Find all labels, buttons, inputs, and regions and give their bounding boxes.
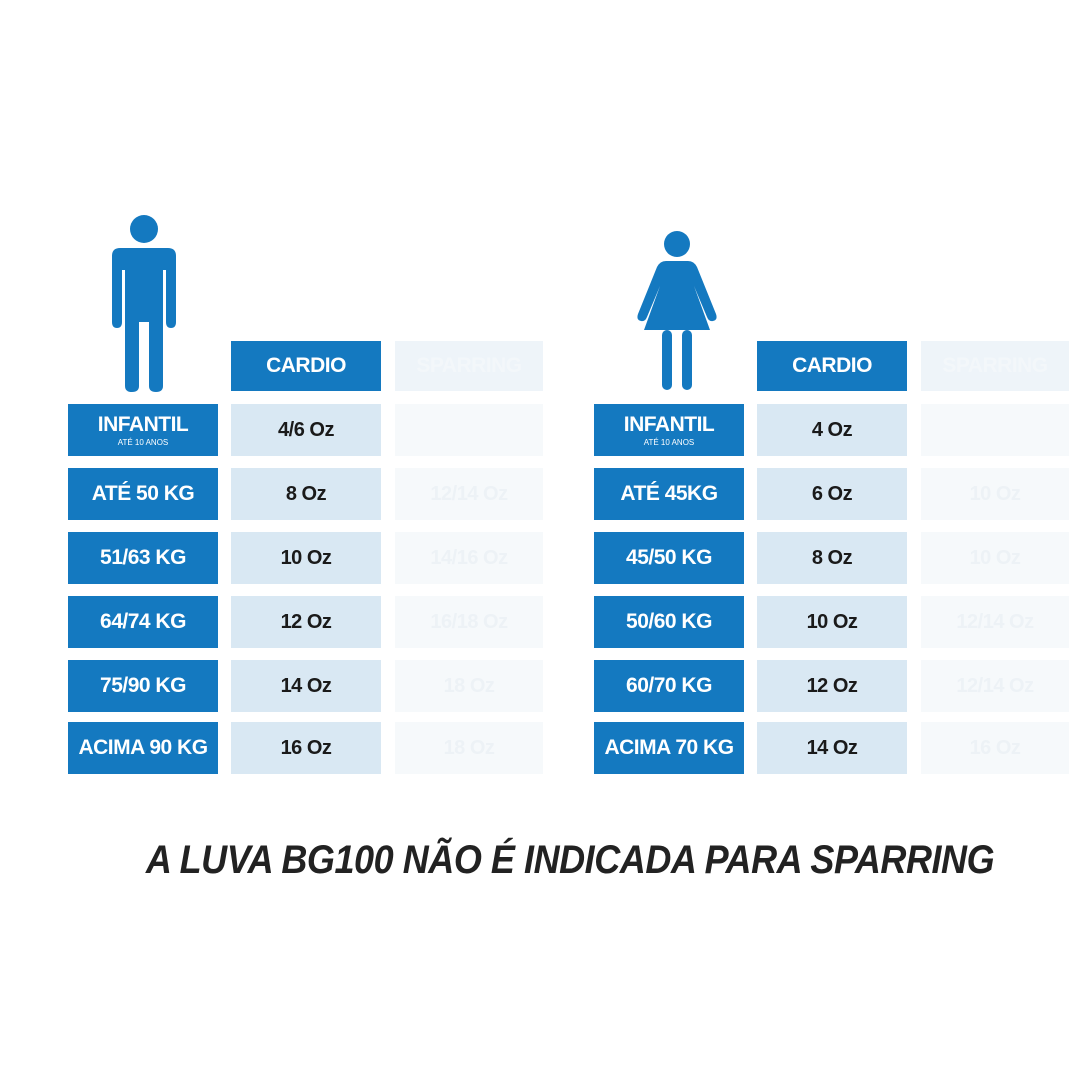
women-row-label: 50/60 KG bbox=[594, 596, 744, 648]
men-row-faded: 18 Oz bbox=[395, 660, 543, 712]
men-row-cardio: 12 Oz bbox=[231, 596, 381, 648]
men-row-cardio: 8 Oz bbox=[231, 468, 381, 520]
men-row-label-sub: ATÉ 10 ANOS bbox=[117, 438, 169, 447]
women-row-label: ACIMA 70 KG bbox=[594, 722, 744, 774]
men-row-cardio: 10 Oz bbox=[231, 532, 381, 584]
women-row-label-sub: ATÉ 10 ANOS bbox=[643, 438, 695, 447]
women-header-cardio: CARDIO bbox=[757, 341, 907, 391]
women-row-cardio: 10 Oz bbox=[757, 596, 907, 648]
women-row-label: 45/50 KG bbox=[594, 532, 744, 584]
men-row-label: 64/74 KG bbox=[68, 596, 218, 648]
men-row-cardio: 4/6 Oz bbox=[231, 404, 381, 456]
women-row-faded: 10 Oz bbox=[921, 468, 1069, 520]
women-row-faded: 12/14 Oz bbox=[921, 660, 1069, 712]
women-row-label: 60/70 KG bbox=[594, 660, 744, 712]
men-row-faded: 18 Oz bbox=[395, 722, 543, 774]
footer-notice: A LUVA BG100 NÃO É INDICADA PARA SPARRIN… bbox=[145, 838, 995, 882]
women-row-cardio: 14 Oz bbox=[757, 722, 907, 774]
women-row-label: ATÉ 45KG bbox=[594, 468, 744, 520]
men-row-label-text: INFANTIL bbox=[97, 413, 189, 436]
men-row-label: 51/63 KG bbox=[68, 532, 218, 584]
men-row-label: 75/90 KG bbox=[68, 660, 218, 712]
women-row-faded: 12/14 Oz bbox=[921, 596, 1069, 648]
men-row-label: ACIMA 90 KG bbox=[68, 722, 218, 774]
men-row-cardio: 16 Oz bbox=[231, 722, 381, 774]
men-row-cardio: 14 Oz bbox=[231, 660, 381, 712]
men-header-cardio: CARDIO bbox=[231, 341, 381, 391]
men-row-label: INFANTIL ATÉ 10 ANOS bbox=[68, 404, 218, 456]
women-row-label-text: INFANTIL bbox=[623, 413, 715, 436]
female-person-icon bbox=[634, 230, 720, 392]
women-row-cardio: 4 Oz bbox=[757, 404, 907, 456]
women-row-label: INFANTIL ATÉ 10 ANOS bbox=[594, 404, 744, 456]
male-person-icon bbox=[108, 214, 180, 392]
men-row-faded: 12/14 Oz bbox=[395, 468, 543, 520]
men-header-faded: SPARRING bbox=[395, 341, 543, 391]
women-row-faded bbox=[921, 404, 1069, 456]
women-row-cardio: 8 Oz bbox=[757, 532, 907, 584]
men-row-faded: 14/16 Oz bbox=[395, 532, 543, 584]
men-row-faded: 16/18 Oz bbox=[395, 596, 543, 648]
men-row-faded bbox=[395, 404, 543, 456]
men-row-label: ATÉ 50 KG bbox=[68, 468, 218, 520]
women-row-cardio: 12 Oz bbox=[757, 660, 907, 712]
women-row-cardio: 6 Oz bbox=[757, 468, 907, 520]
women-row-faded: 16 Oz bbox=[921, 722, 1069, 774]
women-header-faded: SPARRING bbox=[921, 341, 1069, 391]
women-row-faded: 10 Oz bbox=[921, 532, 1069, 584]
